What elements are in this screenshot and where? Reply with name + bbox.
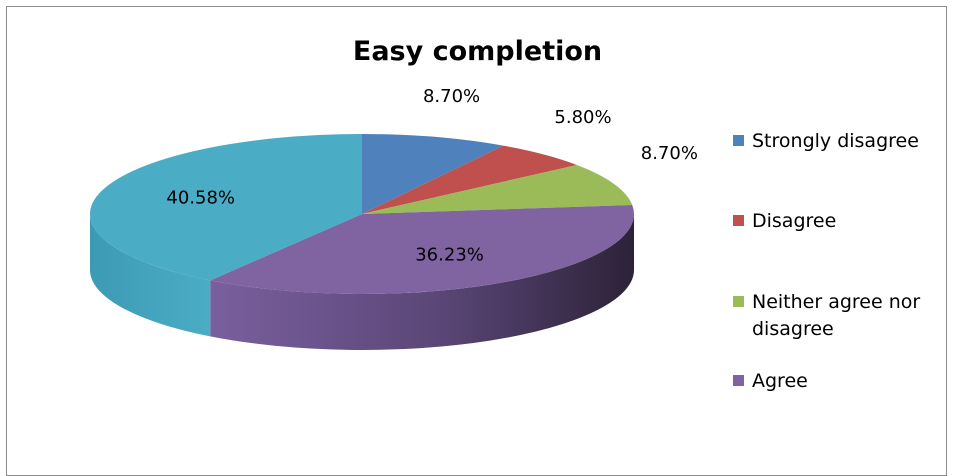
legend-swatch	[733, 296, 744, 307]
pie-slice-neither-agree-nor-disagree	[362, 164, 633, 214]
data-label-agree: 36.23%	[415, 244, 484, 265]
legend-label: Neither agree nor disagree	[752, 291, 921, 340]
pie-slice-agree	[210, 204, 634, 294]
chart-title: Easy completion	[352, 36, 603, 67]
legend-label: Agree	[752, 370, 808, 392]
legend-swatch	[733, 135, 744, 146]
legend-item-strongly-disagree: Strongly disagree	[733, 128, 952, 155]
pie-slice-strongly-disagree	[362, 134, 504, 214]
pie-side-agree	[210, 214, 634, 351]
legend-swatch	[733, 215, 744, 226]
legend-label: Disagree	[752, 210, 837, 232]
legend-item-agree: Agree	[733, 368, 952, 395]
data-label-neither-agree-nor-disagree: 8.70%	[641, 143, 698, 164]
data-label-strongly-disagree: 8.70%	[423, 86, 480, 107]
legend-swatch	[733, 375, 744, 386]
data-label-40-58: 40.58%	[166, 188, 235, 209]
pie-slice-40-58	[90, 134, 362, 281]
data-label-disagree: 5.80%	[554, 107, 611, 128]
legend-item-neither: Neither agree nor disagree	[733, 289, 952, 343]
pie-slice-disagree	[362, 145, 577, 214]
legend-item-disagree: Disagree	[733, 208, 952, 235]
legend-label: Strongly disagree	[752, 130, 919, 152]
pie-side-40-58	[90, 214, 211, 337]
